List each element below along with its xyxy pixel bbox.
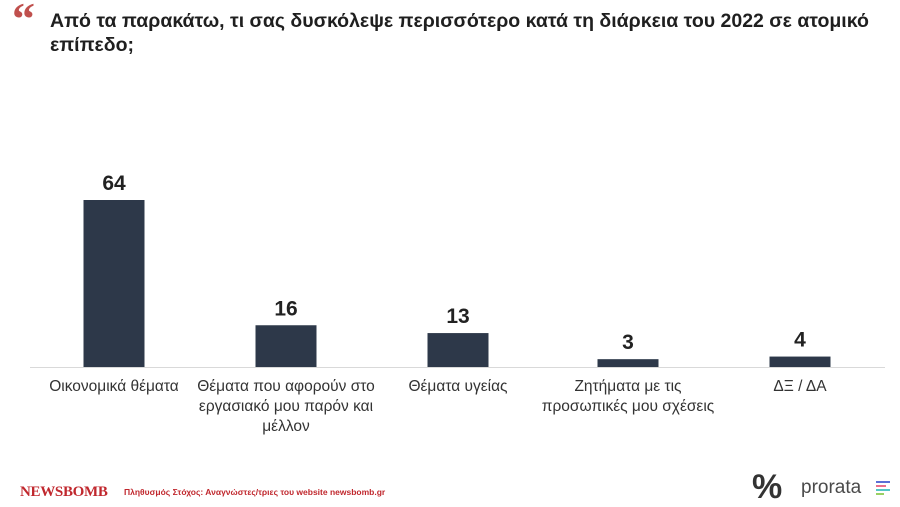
bar-value-label-3: 3 <box>622 331 634 354</box>
bar-2 <box>427 333 489 367</box>
bar-1 <box>255 325 317 367</box>
bar-3 <box>597 359 659 367</box>
bar-value-label-2: 13 <box>446 305 469 328</box>
category-label-3: Ζητήματα με τις προσωπικές μου σχέσεις <box>541 378 715 415</box>
bar-4 <box>769 356 831 367</box>
prorata-logo: prorata <box>801 477 862 498</box>
chart-title: Από τα παρακάτω, τι σας δυσκόλεψε περισσ… <box>50 10 869 56</box>
footer-note: Πληθυσμός Στόχος: Αναγνώστες/τριες του w… <box>124 487 386 497</box>
category-label-2: Θέματα υγείας <box>408 378 508 395</box>
category-label-1: Θέματα που αφορούν στο εργασιακό μου παρ… <box>197 378 375 435</box>
percent-logo: % <box>752 468 783 506</box>
category-label-4: ΔΞ / ΔΑ <box>773 378 827 395</box>
quote-mark-icon: “ <box>12 0 35 44</box>
bar-value-label-0: 64 <box>102 172 126 195</box>
bar-value-label-4: 4 <box>794 329 806 352</box>
newsbomb-logo: NEWSBOMB <box>20 484 108 500</box>
bar-0 <box>83 200 145 367</box>
bar-value-label-1: 16 <box>274 297 297 320</box>
prorata-bars-icon <box>876 481 890 497</box>
category-label-0: Οικονομικά θέματα <box>49 378 179 395</box>
